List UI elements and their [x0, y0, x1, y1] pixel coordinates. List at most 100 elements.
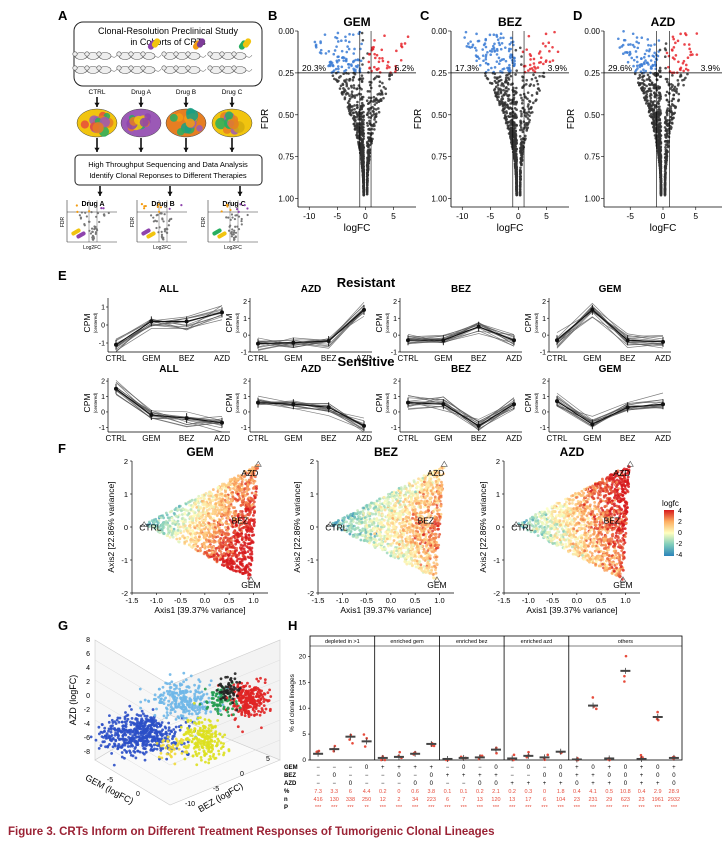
volcano-point: [658, 118, 662, 122]
y-tick-label: 1: [393, 316, 397, 323]
volcano-point: [519, 149, 522, 153]
volcano-point: [538, 74, 541, 78]
volcano-point: [688, 47, 691, 51]
clone-point: [231, 495, 235, 499]
mini-point: [91, 230, 94, 234]
mean-point: [291, 340, 296, 345]
clone-point: [242, 547, 246, 551]
volcano-point: [542, 62, 545, 66]
clone-point: [239, 504, 243, 507]
volcano-point: [388, 66, 391, 69]
panel-letter-b: B: [268, 8, 277, 23]
volcano-point: [366, 149, 370, 153]
clone-point: [188, 515, 192, 519]
clone-point: [237, 494, 241, 498]
volcano-point: [509, 106, 513, 110]
mini-point: [152, 220, 155, 223]
analysis-line1: High Throughput Sequencing and Data Anal…: [88, 160, 248, 169]
volcano-point: [687, 43, 691, 46]
volcano-point: [506, 83, 510, 86]
volcano-point: [501, 97, 505, 101]
mouse-head: [185, 65, 191, 71]
volcano-point: [679, 66, 683, 70]
volcano-point: [663, 170, 667, 173]
clone-point: [255, 487, 258, 490]
clone-point: [225, 534, 228, 537]
y-tick-label: 0: [124, 523, 128, 532]
volcano-point: [519, 46, 522, 50]
volcano-point: [373, 103, 377, 106]
volcano-point: [377, 75, 381, 78]
volcano-point: [493, 79, 497, 83]
clone-trajectory: [257, 403, 365, 424]
clone-point: [241, 564, 245, 568]
volcano-point: [527, 110, 531, 114]
volcano-point: [642, 68, 645, 71]
volcano-point: [361, 152, 364, 155]
y-tick-label: 2: [124, 457, 128, 466]
clone-point: [224, 540, 228, 544]
mini-point: [240, 217, 243, 221]
mean-point: [406, 338, 410, 343]
volcano-point: [484, 38, 488, 42]
volcano-point: [664, 117, 667, 120]
volcano-point: [510, 41, 513, 44]
mean-point: [441, 338, 446, 343]
arrow-head: [183, 102, 189, 107]
analysis-box: [74, 154, 263, 186]
volcano-point: [337, 67, 340, 71]
volcano-point: [539, 56, 543, 59]
volcano-point: [656, 127, 659, 131]
volcano-point: [473, 46, 477, 50]
volcano-point: [529, 58, 532, 61]
clone-point: [222, 564, 226, 568]
volcano-point: [648, 48, 652, 51]
volcano-point: [357, 127, 360, 130]
y-tick-label: -1: [540, 425, 546, 432]
volcano-point: [505, 79, 508, 83]
clone-point: [226, 558, 229, 562]
volcano-point: [374, 120, 378, 124]
volcano-point: [381, 93, 384, 96]
clone-point: [236, 485, 240, 489]
volcano-point: [637, 77, 640, 80]
volcano-point: [506, 103, 509, 107]
clone-point: [244, 557, 247, 561]
clone-point: [195, 540, 199, 544]
mini-point: [75, 204, 78, 207]
clone-point: [175, 537, 179, 541]
x-tick-label: CTRL: [248, 434, 269, 443]
clone-point: [161, 524, 165, 528]
volcano-point: [519, 176, 522, 180]
mean-point: [114, 386, 118, 391]
clone-point: [203, 534, 207, 538]
volcano-point: [373, 52, 376, 56]
resistant-label: Resistant: [337, 275, 396, 290]
volcano-point: [488, 33, 492, 37]
volcano-point: [383, 34, 386, 38]
mean-point: [512, 402, 516, 407]
volcano-point: [630, 56, 634, 60]
clone-point: [189, 532, 192, 536]
vertex-label: CTRL: [139, 522, 161, 532]
volcano-point: [360, 125, 364, 129]
x-tick-label: AZD: [214, 434, 230, 443]
mean-point: [184, 319, 189, 324]
volcano-point: [647, 83, 651, 86]
volcano-point: [352, 84, 356, 87]
volcano-point: [632, 58, 636, 62]
y-tick-label: 0.00: [431, 27, 447, 36]
mini-title: Drug B: [151, 201, 174, 208]
volcano-point: [544, 32, 548, 36]
clone-point: [246, 526, 250, 530]
y-axis-label: CPM: [224, 394, 234, 413]
volcano-point: [642, 56, 646, 59]
volcano-point: [531, 111, 534, 114]
volcano-point: [663, 176, 667, 180]
y-axis-label: CPM: [82, 394, 92, 413]
volcano-point: [351, 33, 355, 36]
clone-point: [207, 497, 211, 501]
clone-point: [242, 552, 245, 556]
volcano-point: [339, 84, 343, 88]
clone-point: [230, 492, 234, 496]
